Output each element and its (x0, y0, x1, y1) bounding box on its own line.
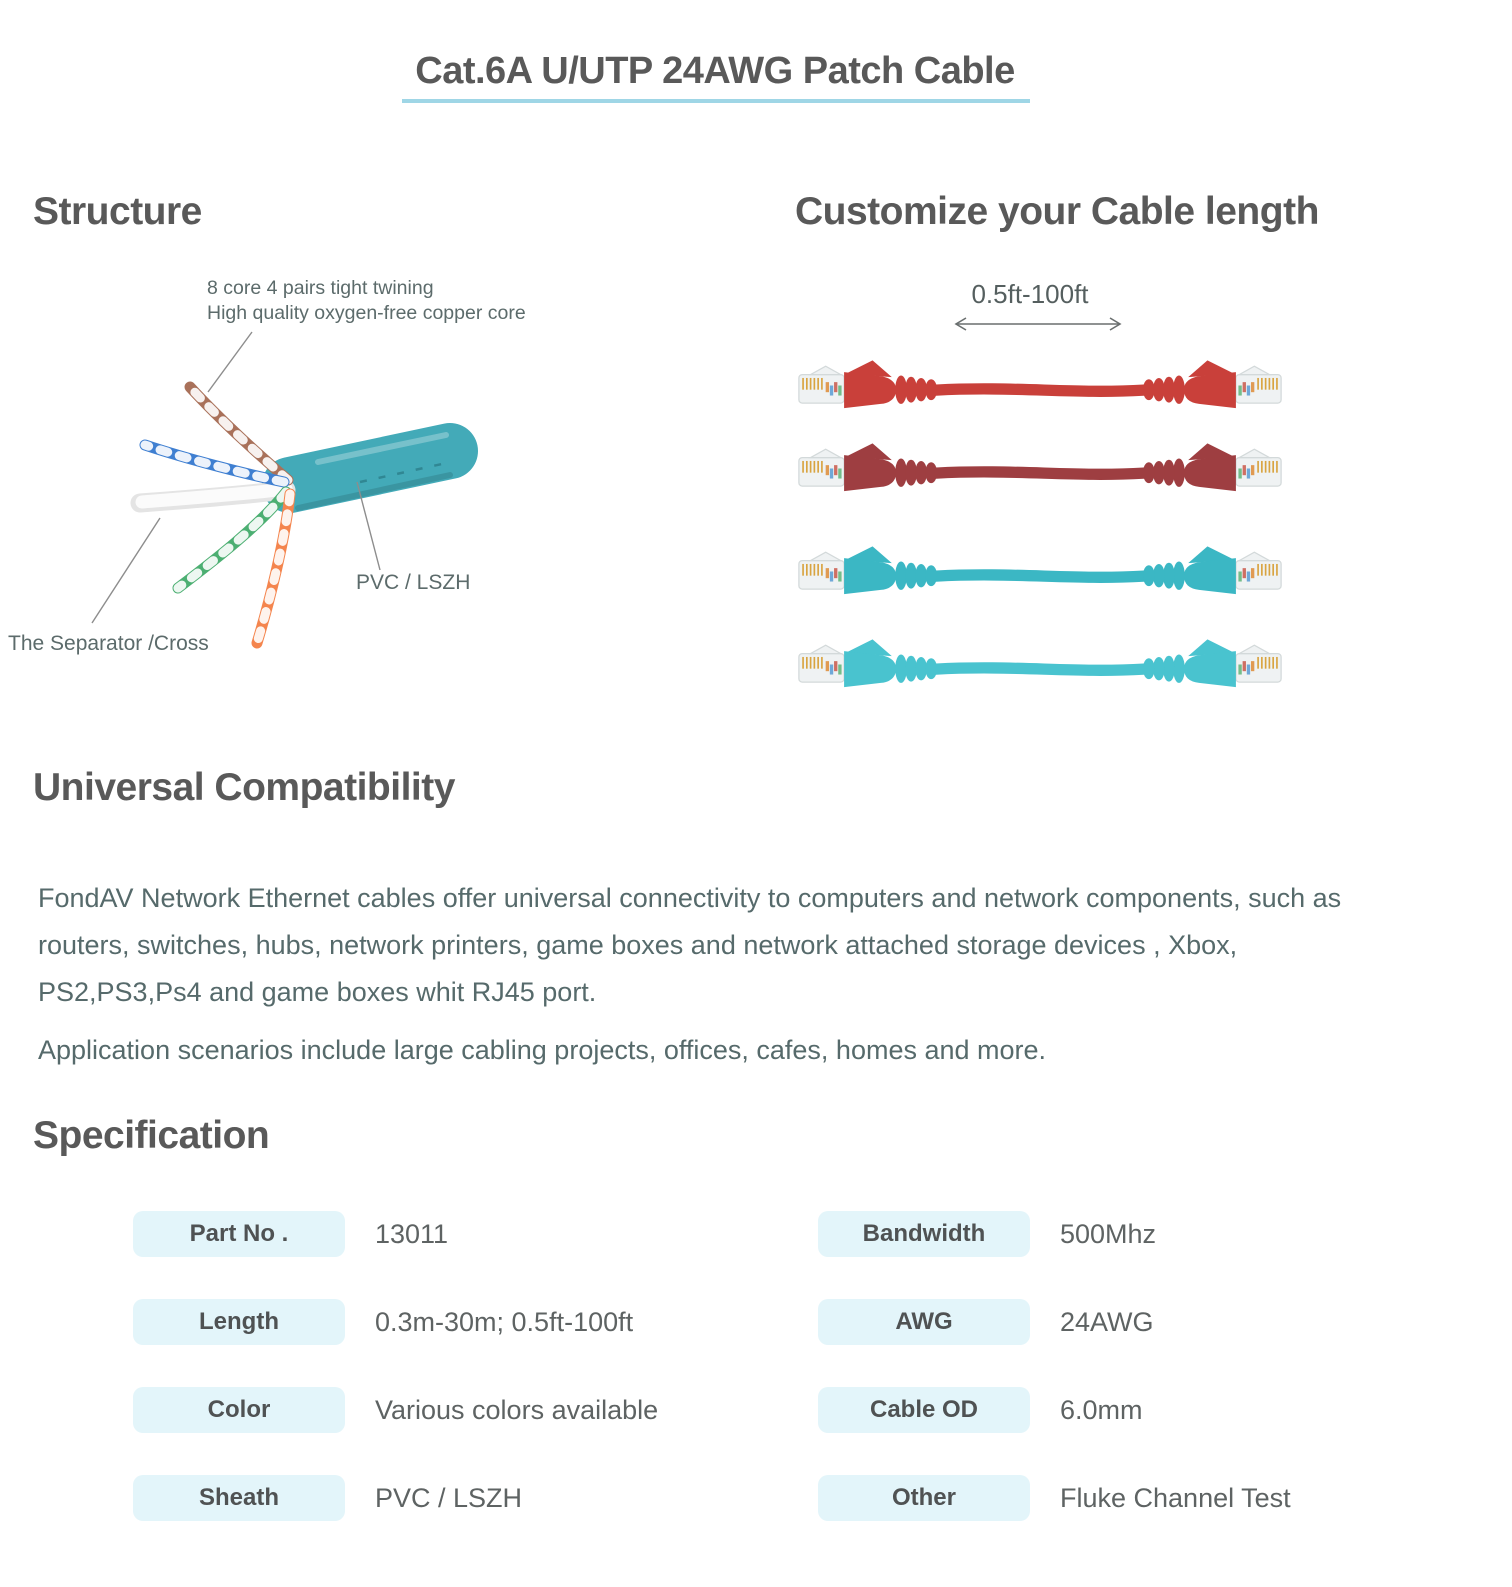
jacket-pointer-line (356, 481, 381, 571)
spec-value-color: Various colors available (375, 1394, 659, 1425)
spec-label-text: Bandwidth (862, 1220, 986, 1247)
patch-cable-dark-red (797, 435, 1283, 507)
spec-label-sheath: Sheath (133, 1475, 345, 1521)
core-pointer-line (207, 331, 253, 393)
spec-row-bandwidth: Bandwidth 500Mhz (818, 1211, 1291, 1257)
spec-label-text: Length (199, 1308, 279, 1335)
application-paragraph: Application scenarios include large cabl… (38, 1035, 1047, 1065)
blue-pair (139, 439, 290, 488)
core-annotation-line1: 8 core 4 pairs tight twining (207, 277, 434, 299)
jacket-label: PVC / LSZH (356, 571, 471, 594)
spec-label-length: Length (133, 1299, 345, 1345)
specification-heading: Specification (33, 1114, 270, 1157)
brown-pair (184, 381, 294, 486)
spec-row-awg: AWG 24AWG (818, 1299, 1291, 1345)
patch-cable-image (798, 442, 1282, 492)
spec-label-cable-od: Cable OD (818, 1387, 1030, 1433)
spec-row-color: Color Various colors available (133, 1387, 658, 1433)
spec-row-cable-od: Cable OD 6.0mm (818, 1387, 1291, 1433)
spec-value-bandwidth: 500Mhz (1060, 1218, 1157, 1249)
cable-jacket (262, 423, 478, 513)
spec-label-bandwidth: Bandwidth (818, 1211, 1030, 1257)
spec-value-length: 0.3m-30m; 0.5ft-100ft (375, 1306, 634, 1337)
core-annotation: 8 core 4 pairs tight twining High qualit… (207, 276, 526, 326)
structure-heading: Structure (33, 190, 202, 233)
spec-label-text: Sheath (198, 1484, 279, 1511)
spec-value-other: Fluke Channel Test (1060, 1482, 1291, 1513)
patch-cable-image (798, 638, 1282, 688)
patch-cable-image (798, 545, 1282, 595)
core-annotation-line2: High quality oxygen-free copper core (207, 302, 526, 324)
spec-row-sheath: Sheath PVC / LSZH (133, 1475, 658, 1521)
spec-label-text: Cable OD (869, 1396, 979, 1423)
spec-value-sheath: PVC / LSZH (375, 1482, 523, 1513)
compatibility-paragraph: FondAV Network Ethernet cables offer uni… (38, 883, 1342, 1007)
spec-label-text: Color (207, 1396, 271, 1423)
page-title: Cat.6A U/UTP 24AWG Patch Cable (415, 50, 1015, 92)
cable-structure-illustration (91, 331, 478, 649)
spec-row-length: Length 0.3m-30m; 0.5ft-100ft (133, 1299, 658, 1345)
orange-pair (251, 488, 296, 649)
spec-label-text: Part No . (189, 1220, 289, 1247)
spec-label-awg: AWG (818, 1299, 1030, 1345)
spec-label-part-no: Part No . (133, 1211, 345, 1257)
spec-label-text: AWG (895, 1308, 953, 1335)
spec-value-awg: 24AWG (1060, 1306, 1154, 1337)
length-range-arrow (954, 317, 1122, 331)
patch-cable-light-teal (797, 631, 1283, 703)
spec-column-left: Part No . 13011 Length 0.3m-30m; 0.5ft-1… (133, 1211, 658, 1521)
spec-label-other: Other (818, 1475, 1030, 1521)
customize-heading: Customize your Cable length (795, 190, 1319, 233)
title-underline (402, 99, 1030, 103)
spec-row-part-no: Part No . 13011 (133, 1211, 658, 1257)
separator-cross (130, 480, 296, 513)
spec-value-part-no: 13011 (375, 1218, 449, 1249)
patch-cable-teal (797, 538, 1283, 610)
patch-cable-image (798, 359, 1282, 409)
spec-row-other: Other Fluke Channel Test (818, 1475, 1291, 1521)
separator-label: The Separator /Cross (8, 632, 209, 655)
spec-label-color: Color (133, 1387, 345, 1433)
length-range-label: 0.5ft-100ft (971, 279, 1089, 309)
compatibility-heading: Universal Compatibility (33, 766, 455, 809)
spec-value-cable-od: 6.0mm (1060, 1394, 1143, 1425)
spec-column-right: Bandwidth 500Mhz AWG 24AWG Cable OD 6.0m… (818, 1211, 1291, 1521)
green-pair (172, 486, 292, 594)
patch-cable-red (797, 352, 1283, 424)
separator-pointer-line (91, 517, 161, 624)
spec-label-text: Other (891, 1484, 956, 1511)
